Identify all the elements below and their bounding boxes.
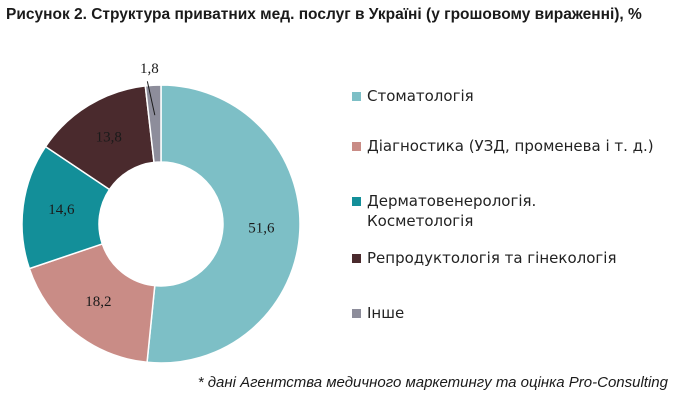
label-dermatology: 14,6 (48, 202, 75, 218)
legend-label: Діагностика (УЗД, променева і т. д.) (367, 137, 654, 155)
legend-other: Інше (352, 303, 404, 323)
legend-swatch (352, 309, 361, 318)
legend-diagnostics: Діагностика (УЗД, променева і т. д.) (352, 136, 654, 156)
slice-diagnostics (28, 242, 156, 364)
legend-label: Інше (367, 304, 405, 322)
legend-swatch (352, 197, 361, 206)
legend-label: Репродуктологія та гінекологія (367, 249, 617, 267)
label-stomatology: 51,6 (248, 220, 275, 236)
legend-swatch (352, 92, 361, 101)
legend-swatch (352, 254, 361, 263)
legend-stomatology: Стоматологія (352, 86, 474, 106)
leader-line-other (146, 81, 156, 116)
legend-label: Дерматовенерологія. Косметологія (367, 192, 537, 230)
chart-title: Рисунок 2. Структура приватних мед. посл… (6, 6, 642, 23)
legend-reproductology: Репродуктологія та гінекологія (352, 248, 616, 268)
slice-other (144, 84, 162, 164)
label-other: 1,8 (140, 61, 159, 77)
label-diagnostics: 18,2 (85, 294, 111, 310)
label-reproductology: 13,8 (96, 130, 122, 146)
legend-swatch (352, 142, 361, 151)
legend-dermatology: Дерматовенерологія. Косметологія (352, 191, 536, 231)
slice-stomatology (146, 84, 301, 364)
source-note: * дані Агентства медичного маркетингу та… (197, 374, 668, 391)
legend-label: Стоматологія (367, 87, 474, 105)
